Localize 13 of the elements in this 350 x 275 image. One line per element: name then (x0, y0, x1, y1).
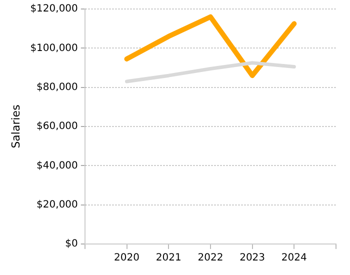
y-tick-label: $0 (65, 238, 78, 250)
y-tick-label: $40,000 (36, 160, 78, 172)
y-tick-label: $20,000 (36, 199, 78, 210)
x-tick-label: 2024 (281, 252, 307, 264)
x-tick-label: 2023 (240, 252, 266, 264)
y-tick-label: $100,000 (30, 42, 78, 54)
y-axis-title: Salaries (9, 104, 22, 148)
x-tick-label: 2022 (198, 252, 224, 264)
x-tick-label: 2021 (156, 252, 182, 264)
x-tick-label: 2020 (114, 252, 140, 264)
y-tick-label: $80,000 (36, 82, 78, 93)
y-tick-label: $120,000 (30, 4, 78, 15)
y-tick-label: $60,000 (36, 121, 78, 132)
